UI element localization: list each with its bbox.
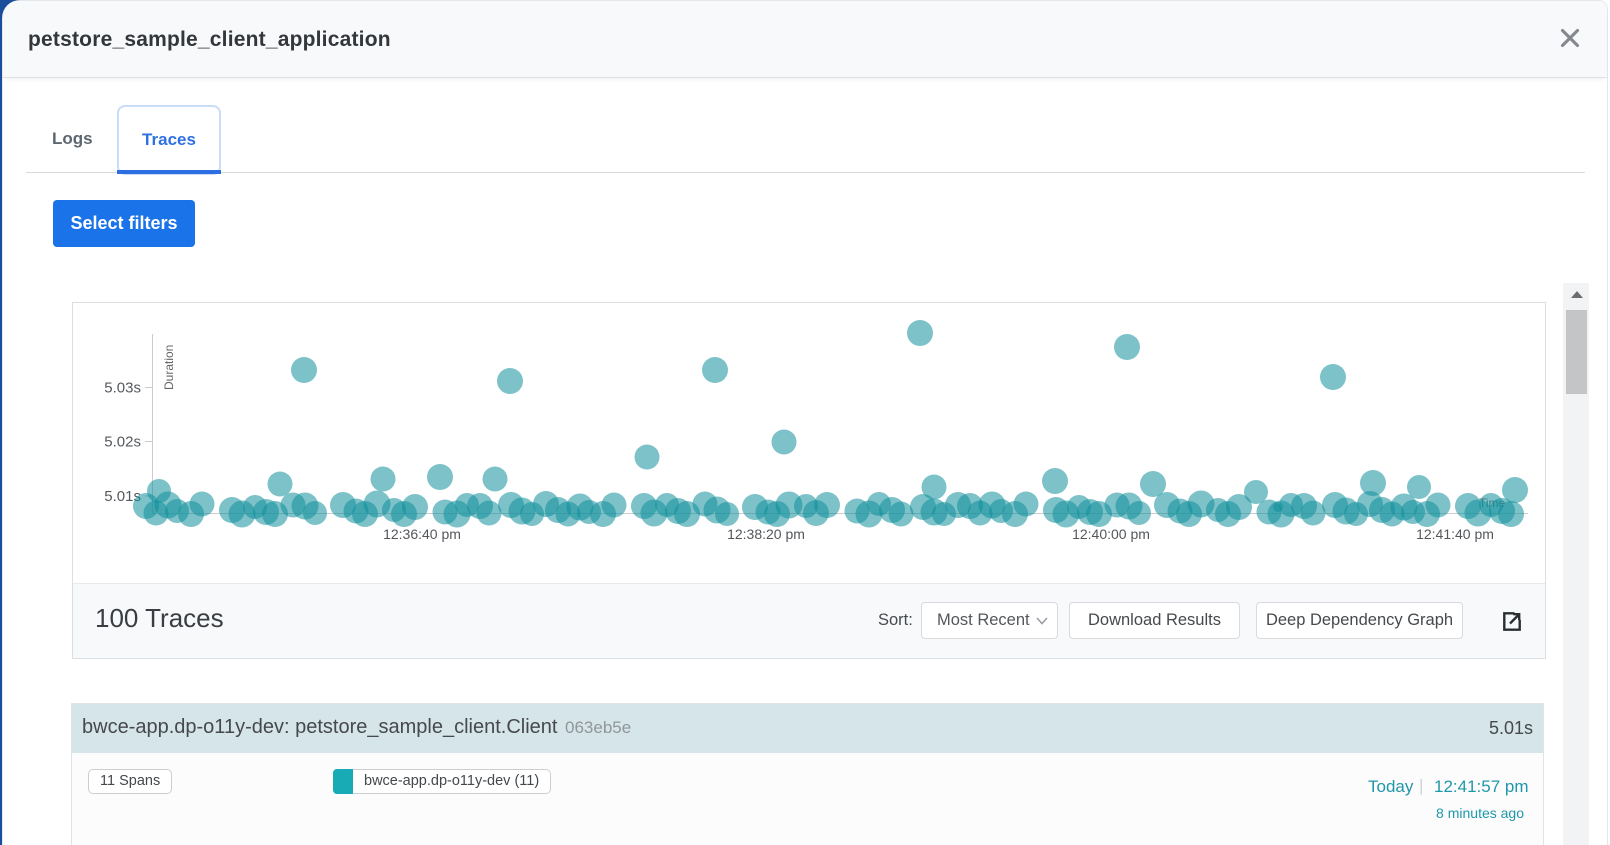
svg-text:12:38:20 pm: 12:38:20 pm <box>727 526 805 542</box>
svg-text:Duration: Duration <box>162 345 176 390</box>
svg-text:12:40:00 pm: 12:40:00 pm <box>1072 526 1150 542</box>
svg-text:12:36:40 pm: 12:36:40 pm <box>383 526 461 542</box>
svg-text:5.02s: 5.02s <box>104 434 141 451</box>
svg-text:5.01s: 5.01s <box>104 488 141 505</box>
svg-text:5.03s: 5.03s <box>104 380 141 397</box>
svg-text:12:41:40 pm: 12:41:40 pm <box>1416 526 1494 542</box>
